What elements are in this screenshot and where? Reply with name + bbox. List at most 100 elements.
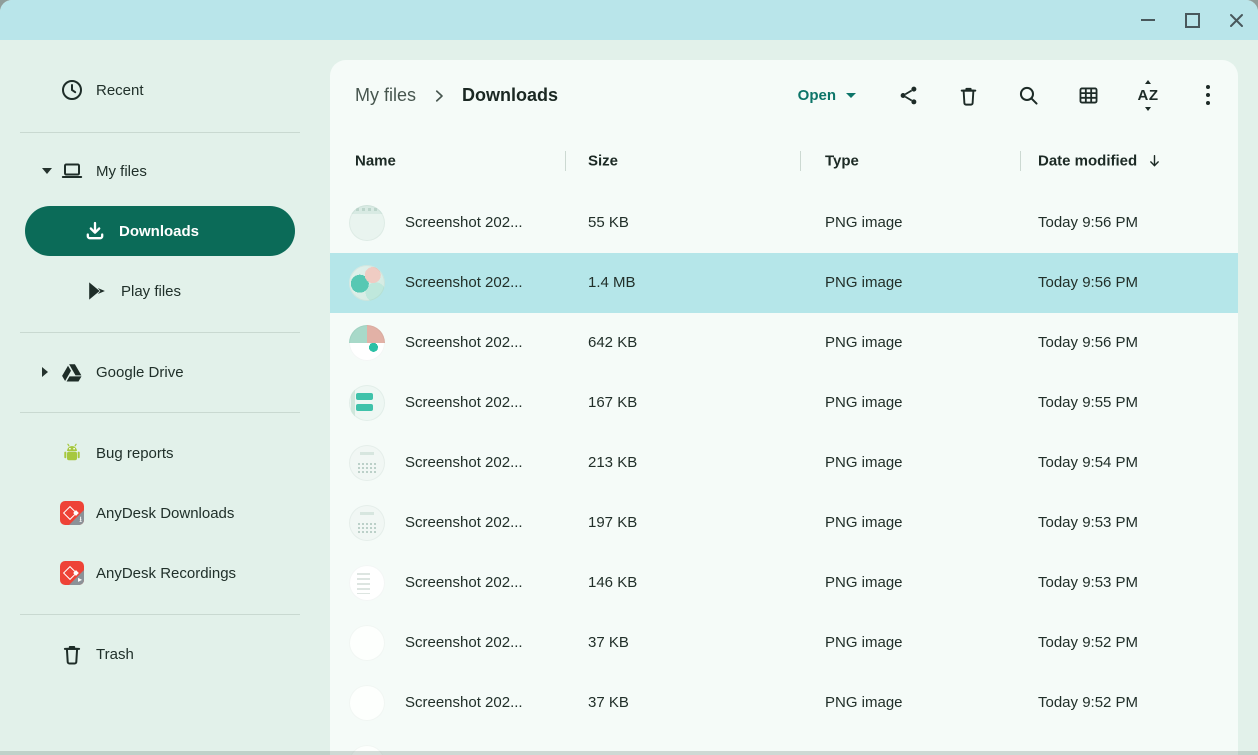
- file-name: Screenshot 202...: [405, 454, 523, 471]
- file-name: Screenshot 202...: [405, 694, 523, 711]
- file-name: Screenshot 202...: [405, 394, 523, 411]
- file-date: Today 9:53 PM: [1038, 514, 1139, 531]
- file-thumbnail: [349, 565, 385, 601]
- file-type: PNG image: [825, 454, 903, 471]
- file-size: 37 KB: [588, 634, 629, 651]
- window-controls: [1138, 0, 1246, 40]
- file-type: PNG image: [825, 634, 903, 651]
- sidebar: Recent My files Downloads Play files: [0, 40, 330, 755]
- delete-icon: [960, 87, 976, 106]
- search-icon: [1019, 86, 1038, 105]
- file-type: PNG image: [825, 394, 903, 411]
- file-thumbnail: [349, 325, 385, 361]
- file-row[interactable]: [330, 733, 1238, 755]
- divider: [20, 132, 300, 133]
- sidebar-item-label: Downloads: [119, 222, 200, 240]
- file-thumbnail: [349, 685, 385, 721]
- file-name: Screenshot 202...: [405, 574, 523, 591]
- sidebar-item-trash[interactable]: Trash: [0, 630, 330, 678]
- file-row[interactable]: Screenshot 202... 197 KB PNG image Today…: [330, 493, 1238, 553]
- sidebar-item-recent[interactable]: Recent: [0, 66, 330, 114]
- sidebar-item-play-files[interactable]: Play files: [0, 267, 330, 315]
- file-row[interactable]: Screenshot 202... 37 KB PNG image Today …: [330, 673, 1238, 733]
- chevron-down-icon[interactable]: [42, 168, 52, 174]
- sidebar-item-label: Google Drive: [96, 363, 184, 381]
- column-header-date-modified[interactable]: Date modified: [1038, 153, 1163, 170]
- chevron-right-icon[interactable]: [42, 367, 48, 377]
- clock-icon: [60, 78, 84, 102]
- file-thumbnail: [349, 625, 385, 661]
- file-type: PNG image: [825, 334, 903, 351]
- file-thumbnail: [349, 505, 385, 541]
- file-size: 55 KB: [588, 214, 629, 231]
- sidebar-item-google-drive[interactable]: Google Drive: [0, 348, 330, 396]
- more-button[interactable]: [1186, 73, 1230, 117]
- sidebar-item-label: Trash: [96, 645, 134, 663]
- sort-button[interactable]: AZ: [1126, 73, 1170, 117]
- sort-az-icon: AZ: [1138, 79, 1159, 111]
- maximize-button[interactable]: [1182, 10, 1202, 30]
- file-size: 37 KB: [588, 694, 629, 711]
- column-header-name[interactable]: Name: [355, 152, 396, 170]
- breadcrumb-current[interactable]: Downloads: [462, 84, 559, 105]
- sidebar-item-downloads[interactable]: Downloads: [25, 206, 295, 256]
- column-header-size[interactable]: Size: [588, 152, 619, 170]
- column-header-type[interactable]: Type: [825, 152, 859, 170]
- file-size: 1.4 MB: [588, 274, 636, 291]
- file-row[interactable]: Screenshot 202... 55 KB PNG image Today …: [330, 193, 1238, 253]
- sidebar-item-bug-reports[interactable]: Bug reports: [0, 429, 330, 477]
- sidebar-item-label: AnyDesk Recordings: [96, 564, 237, 582]
- file-name: Screenshot 202...: [405, 274, 523, 291]
- open-button-label: Open: [797, 86, 836, 104]
- file-row[interactable]: Screenshot 202... 642 KB PNG image Today…: [330, 313, 1238, 373]
- delete-button[interactable]: [946, 73, 990, 117]
- file-date: Today 9:53 PM: [1038, 574, 1139, 591]
- sidebar-item-label: AnyDesk Downloads: [96, 504, 235, 522]
- file-type: PNG image: [825, 214, 903, 231]
- column-divider: [800, 151, 801, 171]
- share-button[interactable]: [886, 73, 930, 117]
- table-header: Name Size Type Date modified: [330, 130, 1238, 193]
- file-date: Today 9:54 PM: [1038, 454, 1139, 471]
- file-row[interactable]: Screenshot 202... 167 KB PNG image Today…: [330, 373, 1238, 433]
- file-row[interactable]: Screenshot 202... 213 KB PNG image Today…: [330, 433, 1238, 493]
- file-date: Today 9:56 PM: [1038, 274, 1139, 291]
- file-size: 213 KB: [588, 454, 638, 471]
- column-header-label: Date modified: [1038, 152, 1138, 170]
- sidebar-item-my-files[interactable]: My files: [0, 147, 330, 195]
- file-size: 642 KB: [588, 334, 638, 351]
- minimize-icon: [1141, 19, 1155, 21]
- sidebar-item-anydesk-recordings[interactable]: ▸ AnyDesk Recordings: [0, 549, 330, 597]
- divider: [20, 332, 300, 333]
- sidebar-item-label: Recent: [96, 81, 144, 99]
- file-type: PNG image: [825, 514, 903, 531]
- file-row[interactable]: Screenshot 202... 37 KB PNG image Today …: [330, 613, 1238, 673]
- sort-descending-icon: [1150, 154, 1160, 167]
- file-name: Screenshot 202...: [405, 334, 523, 351]
- file-row[interactable]: Screenshot 202... 146 KB PNG image Today…: [330, 553, 1238, 613]
- file-thumbnail: [349, 205, 385, 241]
- main-panel: My files Downloads Open: [330, 60, 1238, 755]
- divider: [20, 412, 300, 413]
- file-date: Today 9:56 PM: [1038, 334, 1139, 351]
- sidebar-item-anydesk-downloads[interactable]: ⭳ AnyDesk Downloads: [0, 489, 330, 537]
- play-icon: [85, 279, 109, 303]
- breadcrumb-parent[interactable]: My files: [355, 84, 417, 105]
- sidebar-item-label: Bug reports: [96, 444, 174, 462]
- share-icon: [900, 86, 916, 104]
- file-name: Screenshot 202...: [405, 514, 523, 531]
- file-size: 197 KB: [588, 514, 638, 531]
- open-button[interactable]: Open: [788, 79, 866, 112]
- maximize-icon: [1184, 12, 1200, 28]
- file-date: Today 9:56 PM: [1038, 214, 1139, 231]
- file-type: PNG image: [825, 574, 903, 591]
- grid-view-button[interactable]: [1066, 73, 1110, 117]
- search-button[interactable]: [1006, 73, 1050, 117]
- chevron-down-icon: [846, 92, 856, 98]
- file-name: Screenshot 202...: [405, 214, 523, 231]
- close-button[interactable]: [1226, 10, 1246, 30]
- file-row[interactable]: Screenshot 202... 1.4 MB PNG image Today…: [330, 253, 1238, 313]
- minimize-button[interactable]: [1138, 10, 1158, 30]
- sidebar-item-label: My files: [96, 162, 147, 180]
